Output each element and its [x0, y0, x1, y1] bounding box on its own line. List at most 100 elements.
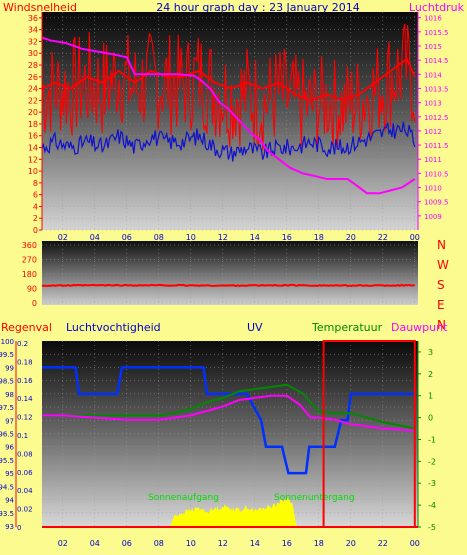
sunrise-annotation: Sonnenaufgang	[148, 493, 219, 503]
humidity-axis: 100 99.5 99 98.5 98 97.5 97 96.5 96 95.5 95 94.5 94 9…	[0, 338, 15, 531]
top-x-axis: 02 04 06 08 10 12 14 16 18 20 22 00	[58, 233, 420, 242]
temperature-tick-label: 0	[428, 414, 433, 423]
wind-speed-tick-label: 24	[28, 85, 38, 94]
middle-plot-area	[42, 241, 418, 305]
temperature-tick-label: 2	[428, 370, 433, 379]
top-series	[41, 23, 416, 195]
top-x-tick-label: 18	[314, 233, 324, 242]
pressure-tick-label: 1009.5	[424, 199, 449, 207]
bottom-x-tick-label: 00	[410, 539, 420, 548]
uv-tick-label: 0.06	[17, 469, 33, 477]
top-x-tick-label: 14	[250, 233, 260, 242]
top-x-tick-label: 08	[154, 233, 164, 242]
wind-direction-line	[41, 283, 415, 288]
wind-speed-tick-label: 34	[28, 26, 38, 35]
pressure-label: Luchtdruk	[409, 1, 465, 14]
bottom-x-axis: 02 04 06 08 10 12 14 16 18 20 22 00	[58, 539, 420, 548]
middle-series	[41, 283, 415, 288]
uv-tick-label: 0.12	[17, 414, 33, 422]
humidity-tick-label: 100	[1, 338, 14, 346]
pressure-tick-label: 1016	[424, 15, 442, 23]
wind-speed-tick-label: 36	[28, 14, 38, 23]
wind-average-line	[41, 121, 416, 162]
humidity-temp-panel: 10099.59998.59897.59796.59695.59594.5949…	[0, 338, 436, 548]
bottom-x-tick-label: 02	[58, 539, 68, 548]
dewpoint-line	[42, 394, 415, 432]
bottom-plot-area	[42, 341, 418, 527]
humidity-tick-label: 99.5	[0, 351, 14, 359]
wind-speed-tick-label: 10	[28, 167, 38, 176]
graph-title: 24 hour graph day : 23 January 2014	[156, 1, 360, 14]
uv-axis: 0.2 0.18 0.16 0.14 0.12 0.1 0.08 0.06 0.04 0.02 0	[15, 340, 33, 532]
temperature-axis: 3 2 1 0 -1 -2 -3 -4 -5	[417, 341, 436, 532]
temperature-line	[42, 383, 415, 430]
wind-speed-tick-label: 26	[28, 73, 38, 82]
pressure-tick-label: 1012	[424, 128, 442, 136]
humidity-tick-label: 96.5	[0, 431, 14, 439]
top-x-tick-label: 06	[122, 233, 132, 242]
wind-gust-line	[41, 23, 416, 151]
pressure-tick-label: 1012.5	[424, 114, 449, 122]
direction-tick-label: 0	[32, 299, 37, 308]
temperature-tick-label: -3	[428, 479, 436, 488]
bottom-x-tick-label: 08	[154, 539, 164, 548]
compass-label: W	[437, 258, 449, 272]
wind-speed-tick-label: 0	[33, 226, 38, 235]
wind-speed-tick-label: 28	[28, 61, 38, 70]
middle-grid	[42, 241, 418, 305]
uv-tick-label: 0.16	[17, 377, 33, 385]
humidity-tick-label: 99	[5, 364, 14, 372]
direction-tick-label: 90	[27, 285, 37, 294]
bottom-x-tick-label: 22	[378, 539, 388, 548]
pressure-tick-label: 1011	[424, 156, 442, 164]
wind-speed-tick-label: 14	[28, 144, 38, 153]
top-x-tick-label: 02	[58, 233, 68, 242]
humidity-tick-label: 95	[5, 470, 14, 478]
direction-tick-label: 360	[22, 241, 37, 250]
uv-tick-label: 0.02	[17, 506, 33, 514]
humidity-tick-label: 98	[5, 391, 14, 399]
wind-speed-tick-label: 32	[28, 37, 38, 46]
temperature-tick-label: 3	[428, 348, 433, 357]
direction-axis: 360 270 180 90 0	[22, 241, 37, 308]
pressure-tick-label: 1014.5	[424, 57, 449, 65]
humidity-tick-label: 94	[5, 497, 14, 505]
compass-label: S	[437, 278, 445, 292]
bottom-x-tick-label: 10	[186, 539, 196, 548]
pressure-tick-label: 1013	[424, 100, 442, 108]
uv-tick-label: 0	[17, 524, 21, 532]
uv-label: UV	[247, 321, 263, 334]
top-x-tick-label: 12	[218, 233, 228, 242]
pressure-tick-label: 1013.5	[424, 85, 449, 93]
pressure-tick-label: 1014	[424, 71, 442, 79]
temperature-tick-label: -4	[428, 501, 436, 510]
humidity-tick-label: 96	[5, 444, 14, 452]
bottom-x-tick-label: 12	[218, 539, 228, 548]
pressure-tick-label: 1009	[424, 213, 442, 221]
compass-label: E	[437, 298, 445, 312]
humidity-line	[42, 366, 415, 475]
bottom-x-tick-label: 06	[122, 539, 132, 548]
wind-speed-tick-label: 18	[28, 120, 38, 129]
humidity-tick-label: 98.5	[0, 378, 14, 386]
wind-speed-tick-label: 12	[28, 155, 38, 164]
humidity-label: Luchtvochtigheid	[66, 321, 161, 334]
bottom-series	[42, 366, 415, 475]
humidity-tick-label: 97	[5, 417, 14, 425]
wind-speed-tick-label: 2	[33, 214, 38, 223]
wind-speed-tick-label: 8	[33, 179, 38, 188]
temperature-tick-label: -2	[428, 457, 436, 466]
pressure-tick-label: 1010.5	[424, 170, 449, 178]
bottom-x-tick-label: 20	[346, 539, 356, 548]
compass-label: N	[437, 318, 446, 332]
solar-radiation-area	[169, 496, 297, 528]
dewpoint-label: Dauwpunt	[391, 321, 448, 334]
pressure-tick-label: 1015.5	[424, 29, 449, 37]
rain-label: Regenval	[1, 321, 52, 334]
direction-tick-label: 270	[22, 256, 37, 265]
temperature-tick-label: 1	[428, 392, 433, 401]
